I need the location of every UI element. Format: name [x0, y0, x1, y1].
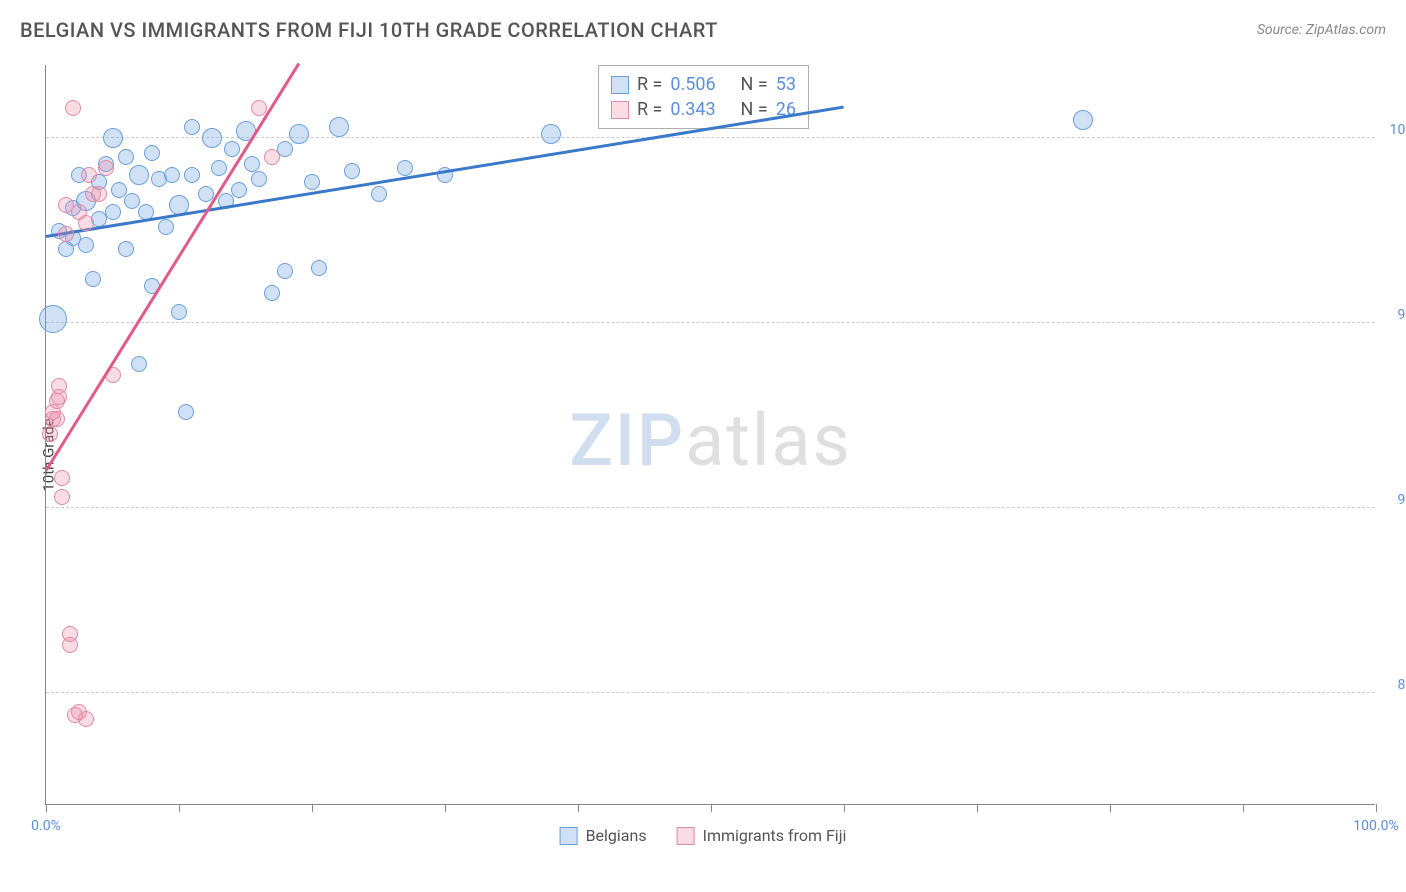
x-tick — [711, 804, 712, 812]
x-tick — [977, 804, 978, 812]
data-point — [54, 489, 70, 505]
legend-swatch — [677, 827, 695, 845]
scatter-plot: ZIPatlas R =0.506 N =53R =0.343 N =26 85… — [45, 65, 1375, 805]
data-point — [111, 182, 127, 198]
y-tick-label: 95.0% — [1380, 307, 1406, 323]
gridline-h: 95.0% — [46, 322, 1375, 323]
x-tick — [1243, 804, 1244, 812]
data-point — [51, 378, 67, 394]
data-point — [91, 186, 107, 202]
data-point — [184, 119, 200, 135]
data-point — [81, 167, 97, 183]
data-point — [164, 167, 180, 183]
chart-title: BELGIAN VS IMMIGRANTS FROM FIJI 10TH GRA… — [20, 18, 718, 42]
legend-swatch — [611, 101, 629, 119]
data-point — [1073, 110, 1093, 130]
data-point — [62, 626, 78, 642]
data-point — [329, 117, 349, 137]
chart-header: BELGIAN VS IMMIGRANTS FROM FIJI 10TH GRA… — [0, 0, 1406, 52]
data-point — [78, 711, 94, 727]
data-point — [231, 182, 247, 198]
legend-item: Immigrants from Fiji — [677, 826, 847, 845]
data-point — [144, 145, 160, 161]
data-point — [264, 285, 280, 301]
data-point — [118, 149, 134, 165]
data-point — [105, 204, 121, 220]
data-point — [103, 128, 123, 148]
data-point — [202, 128, 222, 148]
data-point — [78, 237, 94, 253]
legend-swatch — [611, 76, 629, 94]
chart-source: Source: ZipAtlas.com — [1257, 22, 1386, 38]
x-tick-label: 100.0% — [1353, 818, 1398, 834]
data-point — [78, 215, 94, 231]
gridline-h: 90.0% — [46, 507, 1375, 508]
legend-swatch — [560, 827, 578, 845]
data-point — [184, 167, 200, 183]
trendline — [45, 62, 300, 470]
x-tick — [312, 804, 313, 812]
data-point — [118, 241, 134, 257]
watermark: ZIPatlas — [569, 398, 851, 483]
stats-row: R =0.506 N =53 — [611, 72, 796, 97]
data-point — [98, 160, 114, 176]
data-point — [85, 271, 101, 287]
x-tick — [844, 804, 845, 812]
data-point — [178, 404, 194, 420]
data-point — [211, 160, 227, 176]
data-point — [198, 186, 214, 202]
x-tick — [1376, 804, 1377, 812]
data-point — [54, 470, 70, 486]
x-tick — [445, 804, 446, 812]
data-point — [171, 304, 187, 320]
data-point — [58, 226, 74, 242]
y-tick-label: 85.0% — [1380, 677, 1406, 693]
data-point — [124, 193, 140, 209]
data-point — [541, 124, 561, 144]
gridline-h: 85.0% — [46, 692, 1375, 693]
x-tick — [1110, 804, 1111, 812]
data-point — [244, 156, 260, 172]
data-point — [158, 219, 174, 235]
stats-box: R =0.506 N =53R =0.343 N =26 — [598, 65, 809, 129]
data-point — [65, 100, 81, 116]
legend: Belgians Immigrants from Fiji — [560, 826, 847, 845]
legend-item: Belgians — [560, 826, 647, 845]
data-point — [371, 186, 387, 202]
x-tick-label: 0.0% — [31, 818, 61, 834]
data-point — [397, 160, 413, 176]
y-tick-label: 100.0% — [1380, 122, 1406, 138]
data-point — [251, 171, 267, 187]
x-tick — [179, 804, 180, 812]
data-point — [277, 263, 293, 279]
y-tick-label: 90.0% — [1380, 492, 1406, 508]
data-point — [264, 149, 280, 165]
data-point — [49, 411, 65, 427]
data-point — [39, 305, 67, 333]
data-point — [311, 260, 327, 276]
data-point — [131, 356, 147, 372]
data-point — [129, 165, 149, 185]
chart-area: 10th Grade ZIPatlas R =0.506 N =53R =0.3… — [0, 55, 1406, 855]
data-point — [304, 174, 320, 190]
x-tick — [578, 804, 579, 812]
data-point — [42, 426, 58, 442]
data-point — [224, 141, 240, 157]
x-tick — [46, 804, 47, 812]
data-point — [289, 124, 309, 144]
data-point — [344, 163, 360, 179]
